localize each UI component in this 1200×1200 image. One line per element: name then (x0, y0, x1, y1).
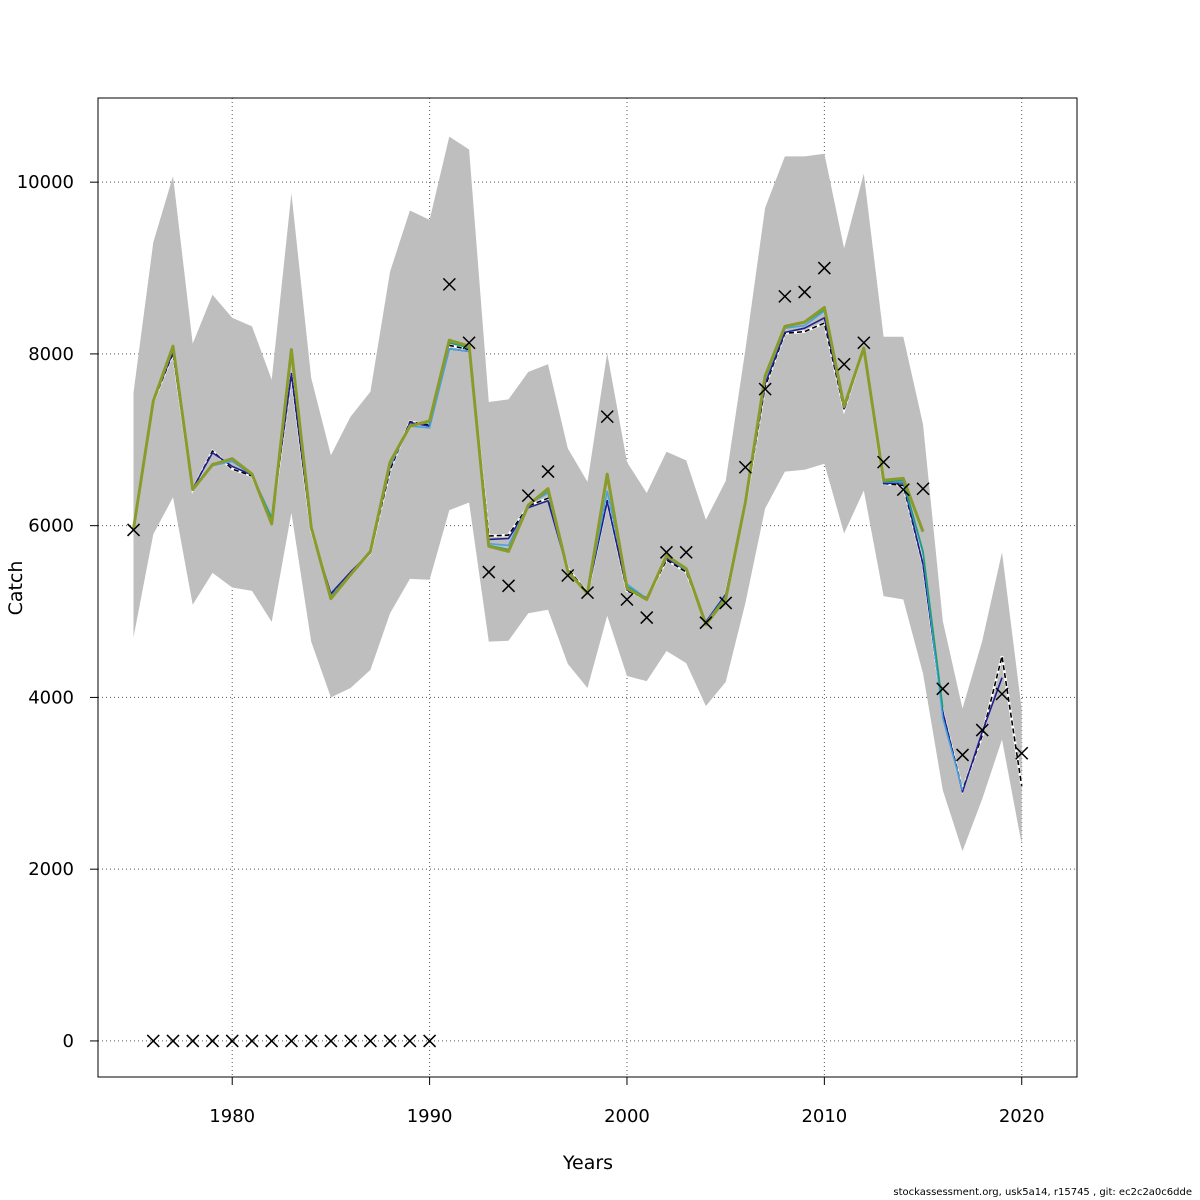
observation-point (1015, 746, 1029, 760)
confidence-band-area (133, 136, 1022, 852)
axes: 1980 1990 2000 2010 2020 0 2000 4000 6000 8000 100… (17, 172, 1045, 1127)
observation-point (166, 1034, 180, 1048)
observation-point (659, 545, 673, 559)
observation-point (837, 357, 851, 371)
observation-point (738, 460, 752, 474)
observation-point (640, 611, 654, 625)
observation-point (186, 1034, 200, 1048)
observation-point (679, 545, 693, 559)
y-tick-label: 0 (63, 1031, 74, 1052)
observation-point (225, 1034, 239, 1048)
y-tick-label: 6000 (28, 516, 74, 537)
observation-point (423, 1034, 437, 1048)
observation-point (857, 336, 871, 350)
observation-point (798, 285, 812, 299)
observation-point (699, 616, 713, 630)
observation-point (482, 565, 496, 579)
y-tick-label: 8000 (28, 344, 74, 365)
observation-point (719, 596, 733, 610)
observation-point (363, 1034, 377, 1048)
series-lines (132, 306, 1023, 795)
x-tick-label: 1990 (407, 1106, 453, 1127)
plot-frame (97, 97, 1078, 1078)
observation-point (245, 1034, 259, 1048)
x-tick-label: 2000 (604, 1106, 650, 1127)
observation-point (955, 748, 970, 762)
observation-point (462, 336, 476, 350)
observation-point (817, 261, 831, 275)
observation-point (521, 489, 535, 503)
observation-point (936, 682, 950, 696)
y-tick-label: 10000 (17, 172, 74, 193)
confidence-band (133, 136, 1022, 852)
observation-point (758, 382, 772, 396)
series-line-5 (132, 306, 925, 626)
footer-note: stockassessment.org, usk5a14, r15745 , g… (893, 1187, 1192, 1198)
observation-point (284, 1034, 298, 1048)
observation-point (995, 687, 1009, 701)
x-tick-label: 1980 (209, 1106, 255, 1127)
observation-point (304, 1034, 318, 1048)
observation-point (126, 523, 141, 537)
observation-point (265, 1034, 279, 1048)
x-tick-label: 2020 (999, 1106, 1045, 1127)
observation-point (916, 482, 930, 496)
observation-point (344, 1034, 358, 1048)
observation-point (580, 586, 595, 600)
observation-point (975, 723, 989, 737)
x-tick-label: 2010 (801, 1106, 847, 1127)
x-axis-title: Years (562, 1152, 613, 1174)
observation-point (205, 1034, 220, 1048)
observation-markers (126, 261, 1029, 1048)
observation-point (146, 1034, 160, 1048)
observation-point (324, 1034, 338, 1048)
y-tick-label: 2000 (28, 859, 74, 880)
observation-point (383, 1034, 397, 1048)
observation-point (561, 568, 575, 583)
observation-point (442, 277, 456, 291)
observation-point (778, 289, 792, 303)
observation-point (620, 592, 634, 607)
observation-point (600, 410, 614, 424)
observation-point (877, 455, 891, 469)
observation-point (896, 483, 910, 497)
observation-point (403, 1034, 417, 1048)
observation-point (541, 465, 555, 479)
y-axis-title: Catch (5, 561, 27, 616)
observation-point (502, 579, 516, 593)
y-tick-label: 4000 (28, 687, 74, 708)
